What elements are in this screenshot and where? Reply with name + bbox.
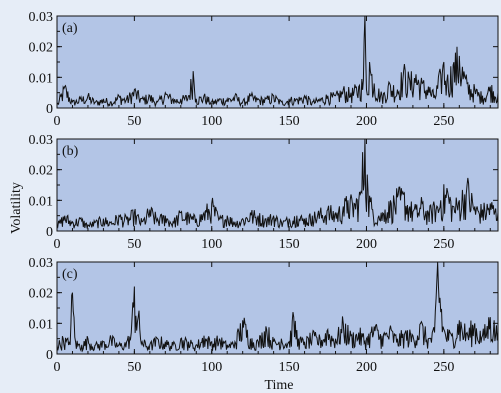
y-tick-label: 0.02 <box>29 287 54 302</box>
panel-label: (a) <box>62 21 78 36</box>
y-tick-label: 0.03 <box>29 10 54 25</box>
panel-label: (c) <box>62 267 78 282</box>
y-tick-label: 0.02 <box>29 164 54 179</box>
x-tick-label: 0 <box>54 360 61 375</box>
x-tick-label: 200 <box>356 114 377 129</box>
y-tick-label: 0 <box>46 102 53 117</box>
x-tick-label: 200 <box>356 237 377 252</box>
panel-2: 0 0.01 0.02 0.03 0 50 100 150 200 250 (b) <box>29 133 499 252</box>
y-tick-label: 0.02 <box>29 41 54 56</box>
x-tick-label: 150 <box>279 360 300 375</box>
y-tick-label: 0 <box>46 348 53 363</box>
x-tick-label: 150 <box>279 237 300 252</box>
y-tick-label: 0.01 <box>29 317 54 332</box>
panel-1: 0 0.01 0.02 0.03 0 50 100 150 200 250 (a) <box>29 10 499 129</box>
x-tick-label: 100 <box>201 360 222 375</box>
x-axis-label: Time <box>264 378 293 393</box>
x-tick-label: 250 <box>433 114 454 129</box>
series-line <box>56 138 499 229</box>
series-line <box>56 261 499 353</box>
x-tick-label: 250 <box>433 360 454 375</box>
x-tick-label: 0 <box>54 237 61 252</box>
x-tick-label: 200 <box>356 360 377 375</box>
y-axis-label: Volatility <box>9 182 24 234</box>
x-tick-label: 50 <box>127 237 141 252</box>
y-tick-label: 0.01 <box>29 71 54 86</box>
x-tick-label: 150 <box>279 114 300 129</box>
y-tick-label: 0.03 <box>29 133 54 148</box>
x-tick-label: 250 <box>433 237 454 252</box>
panels-group: 00.010.020.030 50 100 150 200 250(a)00.010.02… <box>29 10 499 375</box>
y-tick-label: 0 <box>46 225 53 240</box>
x-tick-label: 50 <box>127 114 141 129</box>
x-tick-label: 50 <box>127 360 141 375</box>
x-tick-label: 0 <box>54 114 61 129</box>
y-tick-label: 0.01 <box>29 194 54 209</box>
panel-label: (b) <box>62 144 79 159</box>
x-tick-label: 100 <box>201 237 222 252</box>
y-tick-label: 0.03 <box>29 256 54 271</box>
series-line <box>56 15 499 108</box>
panel-3: 0 0.01 0.02 0.03 0 50 100 150 200 250 (c) <box>29 256 499 375</box>
x-tick-label: 100 <box>201 114 222 129</box>
